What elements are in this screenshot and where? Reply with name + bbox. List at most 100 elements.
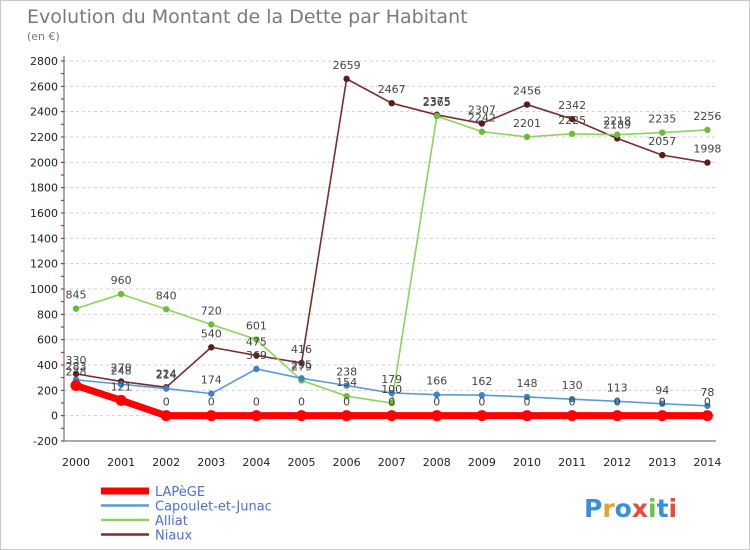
data-label: 2375 <box>423 95 451 108</box>
data-label: 2057 <box>648 135 676 148</box>
y-tick-label: 1000 <box>30 283 58 296</box>
data-label: 0 <box>388 396 395 409</box>
series-point-3 <box>298 359 305 367</box>
data-label: 0 <box>433 396 440 409</box>
series-point-0 <box>521 410 533 422</box>
data-label: 540 <box>201 327 222 340</box>
data-label: 2225 <box>558 114 586 127</box>
y-tick-label: 2800 <box>30 55 58 68</box>
series-point-2 <box>704 126 711 134</box>
data-label: 238 <box>336 366 357 379</box>
data-label: 130 <box>562 379 583 392</box>
data-label: 179 <box>381 373 402 386</box>
data-label: 2307 <box>468 103 496 116</box>
data-label: 238 <box>66 366 87 379</box>
series-point-2 <box>72 305 80 312</box>
data-label: 162 <box>471 375 492 388</box>
series-point-2 <box>659 129 666 136</box>
series-point-0 <box>701 410 713 422</box>
x-tick-label: 2000 <box>62 456 90 469</box>
x-tick-label: 2008 <box>423 456 451 469</box>
data-label: 416 <box>291 343 312 356</box>
series-point-2 <box>614 131 621 138</box>
y-tick-label: 2200 <box>30 131 58 144</box>
data-label: 475 <box>246 336 267 349</box>
series-point-0 <box>341 410 353 422</box>
series-point-1 <box>298 375 305 382</box>
data-label: 0 <box>614 396 621 409</box>
x-tick-label: 2006 <box>333 456 361 469</box>
data-label: 248 <box>111 364 132 377</box>
data-label: 113 <box>607 381 628 394</box>
x-tick-label: 2005 <box>288 456 316 469</box>
data-label: 0 <box>569 396 576 409</box>
x-tick-label: 2013 <box>648 456 676 469</box>
data-label: 174 <box>201 374 222 387</box>
data-label: 121 <box>111 380 132 393</box>
y-tick-label: 2400 <box>30 106 58 119</box>
legend-label: Capoulet-et-Junac <box>155 500 272 515</box>
data-label: 1998 <box>693 143 721 156</box>
x-tick-label: 2004 <box>242 456 270 469</box>
y-tick-label: -200 <box>33 435 58 448</box>
series-point-1 <box>117 381 125 388</box>
series-point-0 <box>656 410 668 422</box>
series-point-0 <box>250 410 262 422</box>
data-label: 148 <box>517 377 538 390</box>
data-label: 2235 <box>648 113 676 126</box>
series-point-3 <box>343 75 350 83</box>
data-label: 279 <box>291 360 312 373</box>
series-line-2 <box>75 115 709 404</box>
series-point-1 <box>659 400 666 407</box>
series-point-0 <box>476 410 488 422</box>
series-point-1 <box>208 390 215 397</box>
series-point-2 <box>433 112 440 120</box>
y-tick-label: 2000 <box>30 156 58 169</box>
y-tick-label: 200 <box>37 384 58 397</box>
series-point-1 <box>478 391 486 399</box>
series-point-2 <box>208 321 215 328</box>
data-label: 295 <box>291 358 312 371</box>
series-point-2 <box>523 133 531 141</box>
data-label: 2189 <box>603 118 631 131</box>
data-label: 166 <box>426 375 447 388</box>
y-tick-label: 400 <box>37 359 58 372</box>
data-label: 100 <box>381 383 402 396</box>
axes: -200020040060080010001200140016001800200… <box>30 55 721 469</box>
series-point-1 <box>704 402 711 409</box>
y-tick-label: 1200 <box>30 258 58 271</box>
data-label: 720 <box>201 304 222 317</box>
series-point-1 <box>343 382 350 389</box>
data-label: 2365 <box>423 96 451 109</box>
y-tick-label: 1800 <box>30 182 58 195</box>
y-tick-label: 1600 <box>30 207 58 220</box>
series-point-3 <box>388 99 395 107</box>
data-label: 2256 <box>693 110 721 123</box>
data-label: 78 <box>700 386 714 399</box>
data-label: 214 <box>156 369 177 382</box>
y-tick-label: 1400 <box>30 232 58 245</box>
data-label: 270 <box>111 361 132 374</box>
series-point-3 <box>659 151 666 159</box>
data-label: 2242 <box>468 112 496 125</box>
data-label: 2201 <box>513 117 541 130</box>
series-point-0 <box>160 410 172 422</box>
data-label: 2342 <box>558 99 586 112</box>
data-label: 960 <box>111 274 132 287</box>
x-tick-label: 2009 <box>468 456 496 469</box>
series-point-1 <box>253 365 260 373</box>
data-label: 0 <box>524 396 531 409</box>
series-point-0 <box>70 380 82 392</box>
series-point-2 <box>343 392 350 400</box>
data-label: 2659 <box>333 59 361 72</box>
series-point-1 <box>614 398 621 405</box>
data-label: 94 <box>655 384 669 397</box>
y-tick-label: 800 <box>37 308 58 321</box>
data-label: 0 <box>298 396 305 409</box>
x-tick-label: 2010 <box>513 456 541 469</box>
data-labels: 238 121 0 0 0 0 0 0 0 0 0 0 0 0 0 283 248 214 174 369 295 238… <box>66 59 722 409</box>
series-point-1 <box>433 391 440 398</box>
series-point-2 <box>117 290 125 298</box>
